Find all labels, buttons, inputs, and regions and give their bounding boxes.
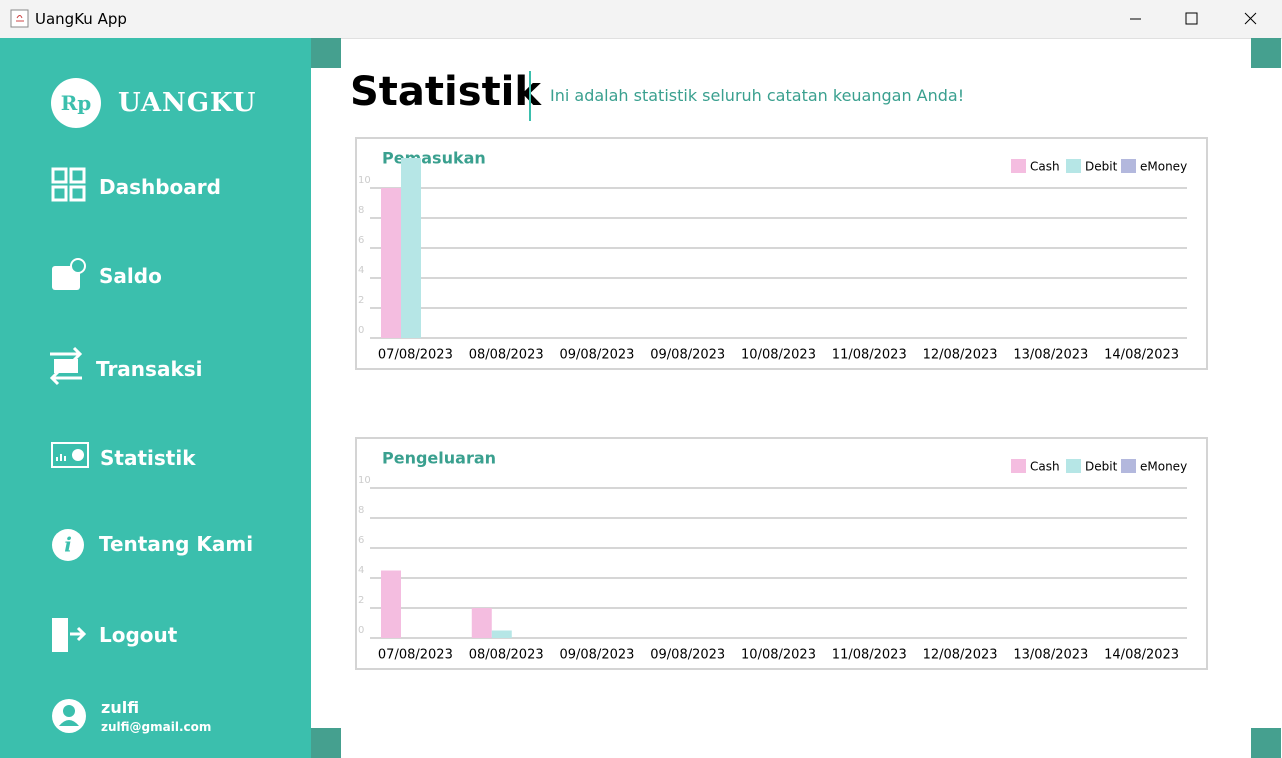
x-tick-label: 12/08/2023 (923, 648, 998, 663)
x-tick-label: 11/08/2023 (832, 348, 907, 363)
menu-item[interactable]: Statistik (100, 446, 196, 470)
corner (311, 38, 341, 68)
logo: Rp (51, 78, 101, 128)
y-tick-label: 10 (358, 175, 371, 186)
menu-item[interactable]: Saldo (99, 264, 162, 288)
chart-title: Pemasukan (382, 149, 486, 168)
statistik-icon (51, 442, 89, 468)
legend-swatch (1066, 459, 1081, 473)
maximize-button[interactable] (1185, 12, 1198, 25)
chart: Pengeluaran 0 2 4 6 8 10 07/08/2023 08/08/2023 09… (358, 449, 1187, 663)
corner (1251, 38, 1281, 68)
bar (381, 570, 401, 638)
menu-item[interactable]: Logout (99, 623, 178, 647)
chart-title: Pengeluaran (382, 449, 496, 468)
y-tick-label: 0 (358, 325, 364, 336)
bar (491, 630, 512, 638)
page-subtitle: Ini adalah statistik seluruh catatan keu… (550, 86, 965, 105)
window-controls (1130, 12, 1257, 25)
menu-item[interactable]: Transaksi (96, 357, 203, 381)
y-tick-label: 2 (358, 295, 364, 306)
legend-label: Debit (1085, 460, 1118, 474)
x-tick-label: 10/08/2023 (741, 348, 816, 363)
saldo-icon (52, 258, 86, 290)
x-tick-label: 09/08/2023 (559, 348, 634, 363)
x-tick-label: 14/08/2023 (1104, 348, 1179, 363)
bar (401, 158, 421, 338)
x-tick-label: 13/08/2023 (1013, 348, 1088, 363)
y-tick-label: 6 (358, 235, 364, 246)
svg-text:i: i (64, 533, 72, 557)
divider (529, 71, 531, 121)
y-tick-label: 2 (358, 595, 364, 606)
bar (471, 608, 492, 638)
x-tick-label: 10/08/2023 (741, 648, 816, 663)
corner (311, 728, 341, 758)
legend-swatch (1066, 159, 1081, 173)
chart-panel: Pemasukan 0 2 4 6 8 10 07/08/2023 08/08/2023 09/0… (355, 137, 1208, 370)
menu-item[interactable]: Tentang Kami (99, 532, 254, 556)
window-title: UangKu App (35, 10, 127, 28)
user-icon (52, 699, 86, 733)
close-button[interactable] (1244, 12, 1257, 25)
legend-swatch (1011, 159, 1026, 173)
legend-label: Cash (1030, 160, 1060, 174)
chart: Pemasukan 0 2 4 6 8 10 07/08/2023 08/08/2023 09/0… (358, 149, 1187, 363)
transaksi-icon (49, 346, 83, 386)
x-tick-label: 08/08/2023 (469, 648, 544, 663)
y-tick-label: 6 (358, 535, 364, 546)
legend-swatch (1121, 459, 1136, 473)
menu-item[interactable]: Dashboard (99, 175, 221, 199)
x-tick-label: 07/08/2023 (378, 648, 453, 663)
x-tick-label: 14/08/2023 (1104, 648, 1179, 663)
x-tick-label: 13/08/2023 (1013, 648, 1088, 663)
y-tick-label: 4 (358, 265, 364, 276)
y-tick-label: 10 (358, 475, 371, 486)
x-tick-label: 07/08/2023 (378, 348, 453, 363)
legend-swatch (1121, 159, 1136, 173)
x-tick-label: 09/08/2023 (559, 648, 634, 663)
x-tick-label: 11/08/2023 (832, 648, 907, 663)
legend-label: Cash (1030, 460, 1060, 474)
logout-icon (52, 618, 87, 652)
y-tick-label: 8 (358, 205, 364, 216)
app-icon (10, 9, 29, 28)
x-tick-label: 08/08/2023 (469, 348, 544, 363)
legend-label: eMoney (1140, 460, 1187, 474)
sidebar: Rp UANGKU Dashboard Saldo Transaksi Stat… (0, 38, 311, 758)
user-email: zulfi@gmail.com (101, 720, 212, 734)
chart-panel: Pengeluaran 0 2 4 6 8 10 07/08/2023 08/08/2023 09… (355, 437, 1208, 670)
brand: UANGKU (118, 88, 257, 118)
legend-label: eMoney (1140, 160, 1187, 174)
x-tick-label: 12/08/2023 (923, 348, 998, 363)
legend-label: Debit (1085, 160, 1118, 174)
bar (381, 188, 401, 338)
tentang-icon: i (52, 529, 84, 561)
user-name: zulfi (101, 698, 140, 717)
x-tick-label: 09/08/2023 (650, 348, 725, 363)
title-bar: UangKu App (0, 0, 1282, 39)
page-title: Statistik (350, 69, 541, 115)
dashboard-icon (51, 167, 86, 202)
y-tick-label: 0 (358, 625, 364, 636)
y-tick-label: 8 (358, 505, 364, 516)
y-tick-label: 4 (358, 565, 364, 576)
x-tick-label: 09/08/2023 (650, 648, 725, 663)
corner (1251, 728, 1281, 758)
legend-swatch (1011, 459, 1026, 473)
